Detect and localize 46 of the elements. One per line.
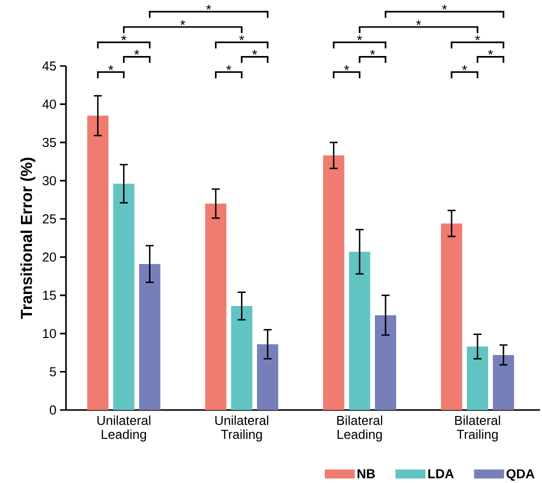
- text: *: [239, 35, 244, 40]
- text: *: [357, 35, 362, 40]
- y-tick-label: 25: [42, 214, 56, 224]
- annotation: *: [108, 65, 114, 70]
- text: *: [252, 50, 258, 55]
- text: *: [370, 50, 376, 55]
- bar: [466, 346, 488, 410]
- bar: [87, 116, 108, 410]
- y-tick-label: 5: [50, 367, 56, 376]
- y-tick-label: 10: [43, 328, 56, 338]
- x-tick-label: Unilateral Trailing: [215, 416, 268, 442]
- text: *: [442, 4, 448, 10]
- bar: [348, 252, 370, 410]
- annotation: *: [462, 65, 468, 70]
- text: *: [475, 35, 480, 40]
- y-tick-label: 0: [50, 405, 56, 415]
- legend-label: QDA: [506, 469, 534, 481]
- annotation: *: [226, 65, 232, 70]
- bar: [257, 344, 278, 410]
- x-tick-label: Unilateral Leading: [97, 416, 150, 442]
- bar: [440, 223, 462, 410]
- annotation: *: [344, 65, 350, 70]
- text: *: [488, 50, 493, 55]
- y-axis-title: Transitional Error (%): [20, 158, 36, 319]
- x-tick-label: Bilateral Trailing: [455, 416, 500, 442]
- y-tick-label: 15: [43, 290, 56, 300]
- y-tick-label: 45: [42, 61, 56, 71]
- bar: [113, 184, 134, 410]
- y-tick-label: 35: [42, 138, 56, 148]
- text: *: [206, 4, 212, 10]
- bar: [374, 315, 396, 410]
- text: *: [416, 20, 422, 25]
- bar: [231, 306, 252, 410]
- y-tick-label: 20: [42, 252, 56, 262]
- y-tick-label: 40: [42, 100, 56, 109]
- bar: [323, 155, 344, 410]
- bar: [139, 264, 160, 410]
- legend-label: LDA: [428, 469, 454, 478]
- bar: [492, 354, 514, 410]
- text: *: [134, 50, 140, 55]
- bar: [205, 204, 226, 410]
- text: *: [121, 35, 126, 40]
- x-tick-label: Bilateral Leading: [337, 416, 382, 442]
- y-tick-label: 30: [42, 176, 56, 186]
- text: *: [180, 20, 186, 25]
- legend-label: NB: [358, 469, 375, 478]
